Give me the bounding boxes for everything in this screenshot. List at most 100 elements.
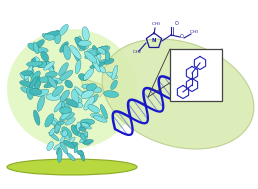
Ellipse shape [59,63,68,76]
Ellipse shape [21,87,29,93]
Ellipse shape [112,65,118,80]
Ellipse shape [60,42,68,52]
Ellipse shape [83,139,93,144]
Ellipse shape [111,80,117,90]
Ellipse shape [103,91,119,98]
Ellipse shape [31,59,42,68]
Ellipse shape [80,150,85,161]
Ellipse shape [36,89,49,97]
Ellipse shape [28,43,40,51]
Ellipse shape [33,42,39,54]
Ellipse shape [60,136,65,143]
Ellipse shape [29,58,36,71]
Ellipse shape [94,46,110,54]
Ellipse shape [20,73,29,81]
Ellipse shape [71,89,79,105]
Ellipse shape [82,84,91,88]
Ellipse shape [74,87,85,98]
Ellipse shape [47,142,53,151]
Ellipse shape [45,114,54,127]
Ellipse shape [60,131,70,139]
Ellipse shape [48,76,52,86]
Ellipse shape [88,105,100,113]
Ellipse shape [86,84,96,91]
Ellipse shape [44,81,58,88]
Ellipse shape [54,121,61,133]
Ellipse shape [57,148,62,162]
Ellipse shape [49,128,55,136]
Ellipse shape [85,49,94,57]
Ellipse shape [62,127,72,138]
Ellipse shape [33,57,40,67]
Ellipse shape [75,123,90,129]
Ellipse shape [75,37,86,50]
Text: O: O [180,34,184,39]
Ellipse shape [62,102,69,113]
Ellipse shape [44,61,54,70]
Text: $\mathregular{CH_2}$: $\mathregular{CH_2}$ [132,48,142,56]
Ellipse shape [82,27,89,41]
Ellipse shape [34,110,40,125]
Ellipse shape [75,60,81,74]
Ellipse shape [48,77,57,88]
Ellipse shape [80,119,95,125]
Ellipse shape [60,110,71,120]
Ellipse shape [107,72,117,79]
Ellipse shape [79,91,93,95]
Ellipse shape [29,88,42,95]
Ellipse shape [54,121,59,134]
Ellipse shape [54,100,64,112]
Ellipse shape [49,117,59,126]
Ellipse shape [84,51,97,63]
Ellipse shape [85,49,99,59]
Ellipse shape [27,61,43,67]
Ellipse shape [31,71,40,83]
Ellipse shape [67,153,75,161]
Ellipse shape [82,140,90,145]
Ellipse shape [77,132,87,138]
Ellipse shape [45,72,58,77]
Ellipse shape [37,61,50,68]
Ellipse shape [52,86,63,96]
Ellipse shape [92,45,98,59]
Ellipse shape [64,103,70,113]
Ellipse shape [91,113,103,119]
Ellipse shape [81,123,89,127]
Ellipse shape [30,69,34,78]
Ellipse shape [104,59,114,64]
Ellipse shape [60,113,75,121]
Ellipse shape [34,75,41,91]
Ellipse shape [93,116,107,122]
Ellipse shape [66,99,78,107]
Ellipse shape [24,66,33,80]
Ellipse shape [45,77,62,84]
Ellipse shape [96,46,107,53]
Ellipse shape [68,142,78,147]
Ellipse shape [63,45,70,60]
Ellipse shape [77,122,80,131]
Ellipse shape [39,77,49,83]
Ellipse shape [97,65,106,73]
Ellipse shape [100,105,108,119]
Ellipse shape [28,82,41,89]
Ellipse shape [54,30,61,44]
Ellipse shape [98,59,111,65]
Ellipse shape [82,125,92,129]
Ellipse shape [68,101,83,108]
Ellipse shape [56,148,61,154]
Ellipse shape [92,54,101,65]
Ellipse shape [46,94,61,100]
Text: O: O [175,21,179,26]
Ellipse shape [59,24,68,35]
Text: $\mathregular{CH_3}$: $\mathregular{CH_3}$ [151,20,161,28]
Ellipse shape [80,133,86,141]
Ellipse shape [7,29,137,149]
Ellipse shape [45,31,60,37]
Ellipse shape [41,51,49,61]
Ellipse shape [46,61,54,70]
Ellipse shape [70,45,81,59]
Ellipse shape [77,150,84,155]
Polygon shape [80,77,105,97]
Ellipse shape [98,48,106,54]
Ellipse shape [62,130,67,137]
